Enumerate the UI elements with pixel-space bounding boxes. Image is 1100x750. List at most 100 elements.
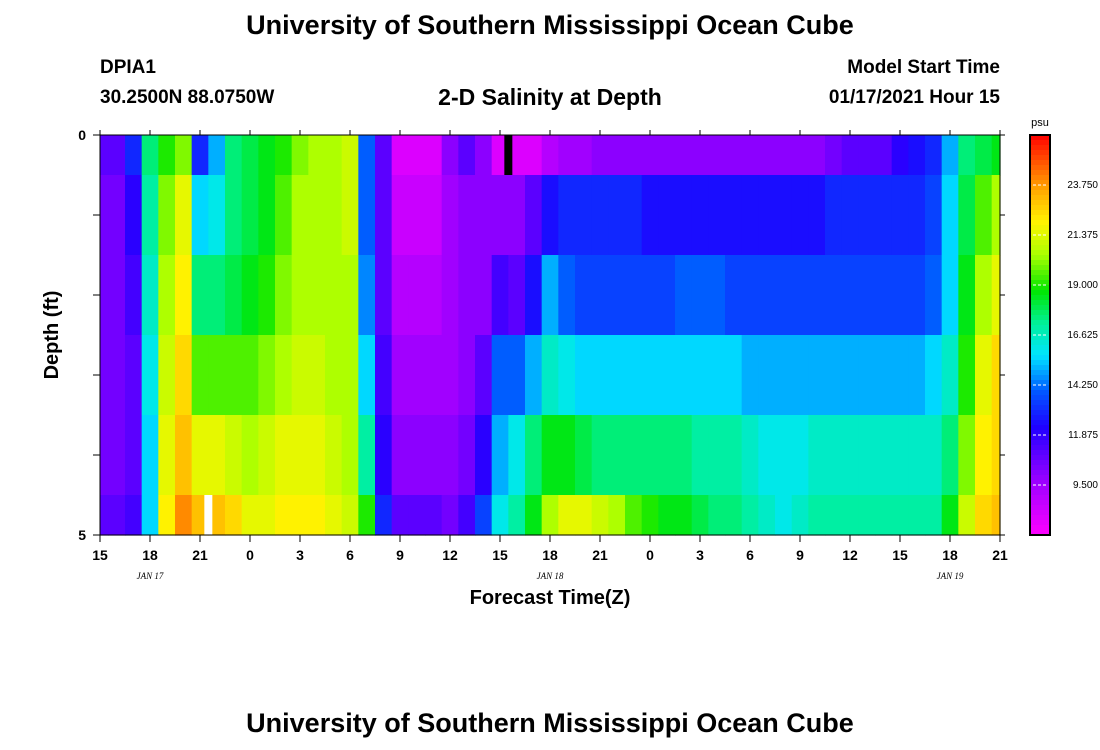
colorbar-step [1030, 320, 1050, 326]
colorbar-step [1030, 385, 1050, 391]
heatmap-cell [325, 135, 343, 176]
heatmap-cell [958, 175, 976, 256]
heatmap-cell [808, 255, 826, 336]
heatmap-cell [791, 495, 809, 536]
heatmap-cell [358, 415, 376, 496]
heatmap-cell [925, 175, 943, 256]
x-axis: 15 18 21 0 3 6 9 12 15 18 21 0 3 6 9 12 15 18 21 JAN 17 JAN … [92, 130, 1008, 581]
heatmap-cell [475, 335, 493, 416]
heatmap-cell [508, 255, 526, 336]
heatmap-cell [100, 255, 109, 336]
heatmap-cell [391, 335, 409, 416]
heatmap-cell [691, 255, 709, 336]
heatmap-cell [100, 135, 109, 176]
heatmap-cell [125, 495, 143, 536]
x-tick-label: 3 [296, 547, 304, 563]
colorbar-step [1030, 525, 1050, 531]
x-tick-label: 9 [796, 547, 804, 563]
heatmap-cell [625, 415, 643, 496]
heatmap-cell [325, 495, 343, 536]
heatmap-cell [191, 335, 209, 416]
heatmap-cell [125, 335, 143, 416]
heatmap-cell [658, 135, 676, 176]
heatmap-cell [908, 495, 926, 536]
heatmap-cell [108, 175, 126, 256]
heatmap-cell [625, 255, 643, 336]
heatmap-cell [991, 175, 1001, 256]
heatmap-cell [791, 135, 809, 176]
heatmap-cell [691, 335, 709, 416]
date-label: JAN 17 [137, 571, 164, 581]
colorbar-step [1030, 235, 1050, 241]
heatmap-cell [458, 135, 476, 176]
x-tick-label: 21 [592, 547, 608, 563]
heatmap-cell [291, 335, 309, 416]
heatmap-cell [641, 495, 659, 536]
colorbar-step [1030, 530, 1050, 536]
heatmap-cell [100, 495, 109, 536]
heatmap-cell [241, 335, 259, 416]
heatmap-cell [991, 135, 1001, 176]
heatmap-cell [858, 175, 876, 256]
colorbar-step [1030, 245, 1050, 251]
heatmap-cell [125, 415, 143, 496]
colorbar-step [1030, 370, 1050, 376]
colorbar-step [1030, 340, 1050, 346]
heatmap-cell [541, 175, 559, 256]
heatmap-cell [158, 135, 176, 176]
heatmap-cell [741, 495, 759, 536]
heatmap-marker [204, 495, 213, 535]
heatmap-cell [175, 135, 193, 176]
heatmap-cell [741, 135, 759, 176]
heatmap-cell [941, 335, 959, 416]
heatmap-cell [591, 415, 609, 496]
heatmap-cell [175, 495, 193, 536]
heatmap-cell [325, 255, 343, 336]
heatmap-cell [558, 255, 576, 336]
heatmap-cell [691, 495, 709, 536]
heatmap-cell [841, 175, 859, 256]
heatmap-cell [525, 175, 543, 256]
colorbar-step [1030, 180, 1050, 186]
x-tick-label: 15 [892, 547, 908, 563]
date-label: JAN 18 [537, 571, 564, 581]
heatmap-cell [841, 255, 859, 336]
colorbar-step [1030, 175, 1050, 181]
colorbar-step [1030, 395, 1050, 401]
heatmap-cell [708, 495, 726, 536]
heatmap-cell [258, 335, 276, 416]
heatmap-cell [258, 415, 276, 496]
heatmap-cell [475, 135, 493, 176]
heatmap-cell [758, 335, 776, 416]
heatmap-cell [225, 415, 243, 496]
colorbar-step [1030, 335, 1050, 341]
heatmap-cell [308, 415, 326, 496]
heatmap-cell [925, 495, 943, 536]
heatmap-cell [325, 415, 343, 496]
heatmap-cell [425, 415, 443, 496]
heatmap-cell [725, 255, 743, 336]
heatmap-cell [458, 335, 476, 416]
heatmap-cell [108, 335, 126, 416]
colorbar-step [1030, 150, 1050, 156]
heatmap-cell [141, 415, 159, 496]
heatmap-cell [658, 495, 676, 536]
heatmap-cell [475, 175, 493, 256]
heatmap-cell [525, 415, 543, 496]
heatmap-cell [391, 495, 409, 536]
heatmap-cell [708, 335, 726, 416]
heatmap-cell [475, 415, 493, 496]
colorbar-step [1030, 500, 1050, 506]
heatmap-cell [375, 495, 393, 536]
station-id: DPIA1 [100, 57, 156, 78]
heatmap-cell [475, 255, 493, 336]
heatmap-cell [341, 415, 359, 496]
heatmap-cell [508, 175, 526, 256]
colorbar-step [1030, 285, 1050, 291]
heatmap-cell [725, 135, 743, 176]
heatmap-cell [525, 255, 543, 336]
heatmap-cell [791, 335, 809, 416]
colorbar-tick-label: 21.375 [1067, 230, 1098, 241]
station-coordinates: 30.2500N 88.0750W [100, 87, 275, 108]
heatmap-cell [508, 135, 526, 176]
